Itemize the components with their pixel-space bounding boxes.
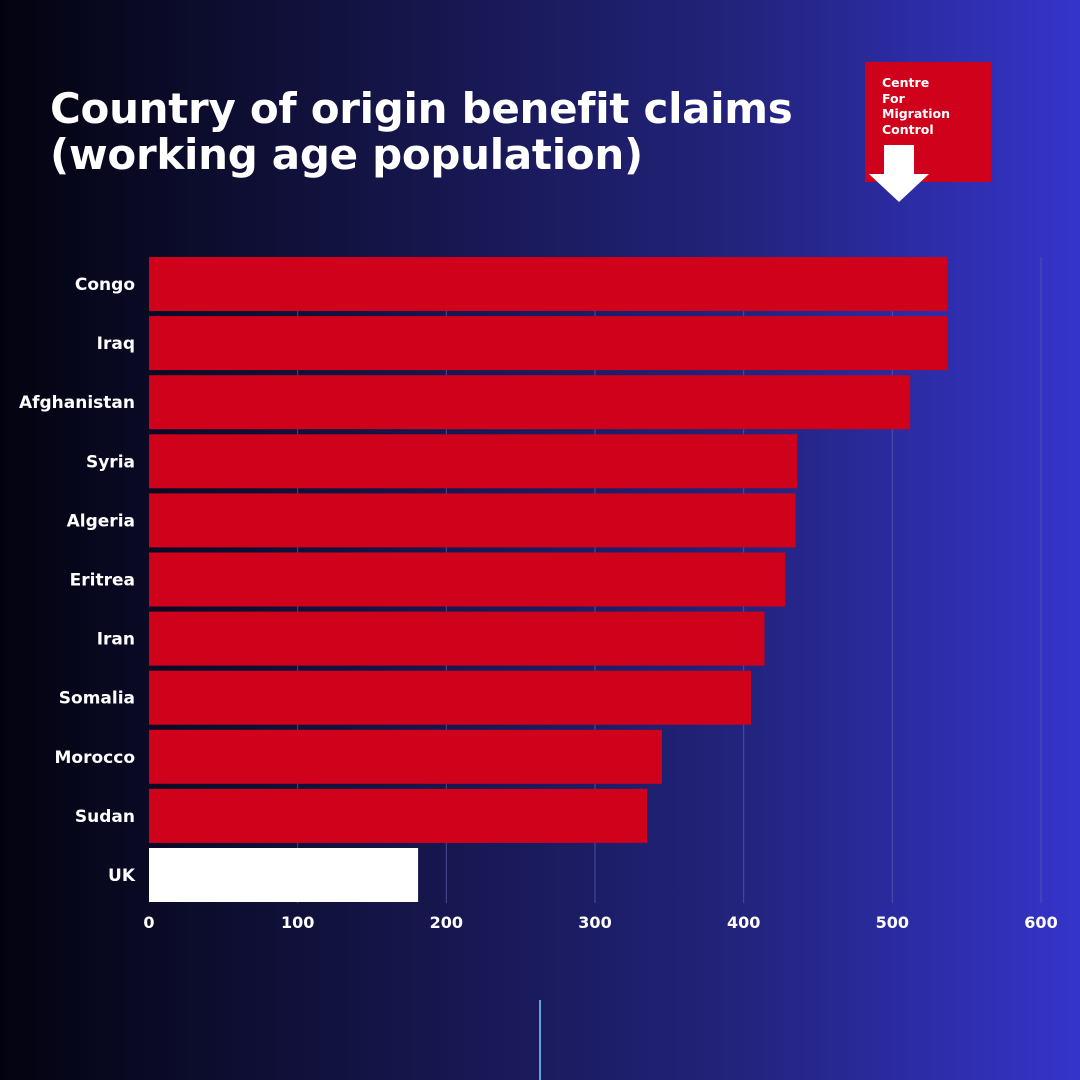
- category-labels: Congo Iraq Afghanistan Syria Algeria Eritrea I…: [19, 275, 136, 886]
- category-label: Morocco: [55, 748, 136, 768]
- bar-uk: [149, 848, 419, 902]
- x-tick-label: 500: [876, 913, 909, 932]
- x-tick-label: 0: [143, 913, 154, 932]
- bar-eritrea: [149, 552, 786, 607]
- bar-morocco: [149, 729, 662, 784]
- bar-iran: [149, 611, 765, 666]
- bottom-divider: [539, 1000, 541, 1080]
- chart-title-line-2: (working age population): [50, 130, 643, 179]
- logo-text: Centre For Migration Control: [882, 75, 951, 137]
- x-tick-label: 400: [727, 913, 760, 932]
- category-label: Iraq: [97, 334, 135, 354]
- chart-title-line-1: Country of origin benefit claims: [50, 84, 793, 133]
- category-label: Iran: [97, 630, 135, 650]
- bars: [149, 257, 948, 902]
- category-label: Afghanistan: [19, 393, 135, 413]
- bar-afghanistan: [149, 375, 911, 430]
- logo: Centre For Migration Control: [865, 62, 991, 182]
- bar-syria: [149, 434, 798, 489]
- bar-algeria: [149, 493, 796, 548]
- category-label: UK: [108, 866, 136, 886]
- x-tick-labels: 0 100 200 300 400 500 600: [143, 913, 1057, 932]
- category-label: Congo: [75, 275, 135, 295]
- x-tick-label: 100: [281, 913, 314, 932]
- down-arrow-icon: [869, 145, 929, 202]
- category-label: Sudan: [75, 807, 135, 827]
- bar-iraq: [149, 316, 948, 371]
- chart-title: Country of origin benefit claims (workin…: [50, 84, 793, 179]
- x-tick-label: 600: [1024, 913, 1057, 932]
- bar-sudan: [149, 788, 648, 843]
- category-label: Somalia: [59, 689, 135, 709]
- category-label: Algeria: [67, 511, 135, 531]
- bar-somalia: [149, 670, 752, 725]
- x-tick-label: 300: [578, 913, 611, 932]
- category-label: Syria: [86, 452, 135, 472]
- bar-congo: [149, 257, 948, 311]
- x-tick-label: 200: [430, 913, 463, 932]
- category-label: Eritrea: [70, 571, 135, 591]
